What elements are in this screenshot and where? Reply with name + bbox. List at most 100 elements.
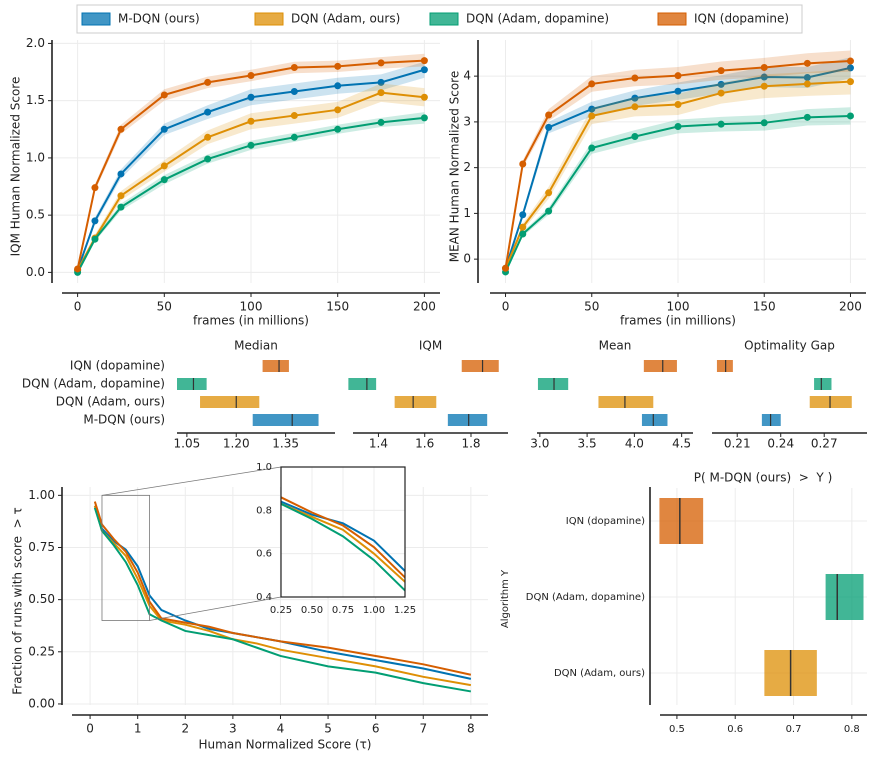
x-tick-label: 150 [753, 300, 776, 314]
data-point [334, 125, 342, 133]
data-point [334, 106, 342, 114]
series-line [76, 91, 425, 271]
y-tick-label: 1.5 [26, 93, 45, 107]
y-tick-label: 0.75 [28, 540, 55, 554]
x-tick-label: 0.21 [724, 437, 751, 451]
data-point [631, 133, 639, 141]
data-point [588, 144, 596, 152]
x-tick-label: 3.0 [530, 437, 549, 451]
data-point [160, 125, 168, 133]
x-tick-label: 2 [181, 722, 189, 736]
data-point [290, 88, 298, 96]
interval-bar [814, 378, 832, 390]
x-tick-label: 50 [157, 300, 172, 314]
data-point [760, 82, 768, 90]
x-tick-label: 1.8 [461, 437, 480, 451]
interval-bar [809, 396, 852, 408]
data-point [247, 71, 255, 79]
data-point [846, 64, 854, 72]
y-tick-label: 0.5 [26, 208, 45, 222]
data-point [760, 73, 768, 81]
data-point [717, 67, 725, 75]
panel-title: Optimality Gap [744, 339, 835, 353]
y-tick-label: 2 [463, 160, 471, 174]
x-tick-label: 1.6 [415, 437, 434, 451]
data-point [631, 103, 639, 111]
data-point [204, 155, 212, 163]
data-point [204, 78, 212, 86]
data-point [545, 111, 553, 119]
data-point [674, 72, 682, 80]
series-line [76, 59, 425, 270]
data-point [588, 112, 596, 120]
y-tick-label: 3 [463, 114, 471, 128]
interval-bar [761, 414, 781, 426]
interval-bar [659, 498, 704, 544]
data-point [803, 113, 811, 121]
data-point [91, 235, 99, 243]
x-tick-label: 4 [277, 722, 285, 736]
y-tick-label: 1.0 [26, 150, 45, 164]
y-axis-label: IQM Human Normalized Score [9, 77, 23, 257]
data-point [588, 80, 596, 88]
x-tick-label: 0 [86, 722, 94, 736]
zoom-connector [149, 596, 282, 621]
zoom-region [101, 494, 150, 621]
data-point [247, 117, 255, 125]
series-line [93, 501, 472, 676]
data-point [377, 59, 385, 67]
data-point [631, 94, 639, 102]
data-point [334, 82, 342, 90]
data-point [545, 207, 553, 215]
inset-y-tick-label: 0.4 [256, 592, 272, 603]
data-point [247, 93, 255, 101]
inset-frame [280, 466, 406, 598]
series-line [281, 502, 405, 583]
data-point [519, 230, 527, 238]
data-point [420, 114, 428, 122]
inset-y-tick-label: 1.0 [256, 462, 272, 473]
x-tick-label: 0 [74, 300, 82, 314]
x-tick-label: 100 [240, 300, 263, 314]
data-point [519, 223, 527, 231]
series-line [504, 80, 851, 269]
data-point [160, 162, 168, 170]
y-axis-label: Algorithm Y [500, 569, 511, 628]
interval-bar [598, 396, 654, 408]
interval-bar [177, 378, 207, 390]
y-axis-label: MEAN Human Normalized Score [448, 71, 462, 263]
y-tick-label: 1 [463, 206, 471, 220]
data-point [588, 105, 596, 113]
data-point [377, 89, 385, 97]
inset-x-tick-label: 1.00 [363, 605, 385, 616]
data-point [160, 91, 168, 99]
panel-title: Median [234, 339, 278, 353]
panel-title: IQM [419, 339, 442, 353]
data-point [760, 63, 768, 71]
data-point [420, 93, 428, 101]
interval-bar [262, 360, 289, 372]
y-tick-label: IQN (dopamine) [566, 516, 645, 527]
interval-bar [200, 396, 260, 408]
legend-label: DQN (Adam, ours) [291, 12, 400, 26]
data-point [803, 80, 811, 88]
data-point [420, 66, 428, 74]
x-tick-label: 4.5 [672, 437, 691, 451]
x-tick-label: 150 [326, 300, 349, 314]
x-tick-label: 0 [502, 300, 510, 314]
legend-label: IQN (dopamine) [694, 12, 789, 26]
series-line [76, 116, 425, 273]
data-point [545, 123, 553, 131]
inset-y-tick-label: 0.8 [256, 505, 272, 516]
x-tick-label: 0.8 [844, 724, 860, 735]
x-tick-label: 0.7 [786, 724, 802, 735]
series-line [504, 66, 851, 269]
data-point [760, 119, 768, 127]
y-tick-label: 0.00 [28, 696, 55, 710]
inset-x-tick-label: 0.25 [270, 605, 292, 616]
data-point [674, 101, 682, 109]
y-tick-label: 2.0 [26, 36, 45, 50]
y-tick-label: 1.00 [28, 488, 55, 502]
interval-bar [641, 414, 668, 426]
